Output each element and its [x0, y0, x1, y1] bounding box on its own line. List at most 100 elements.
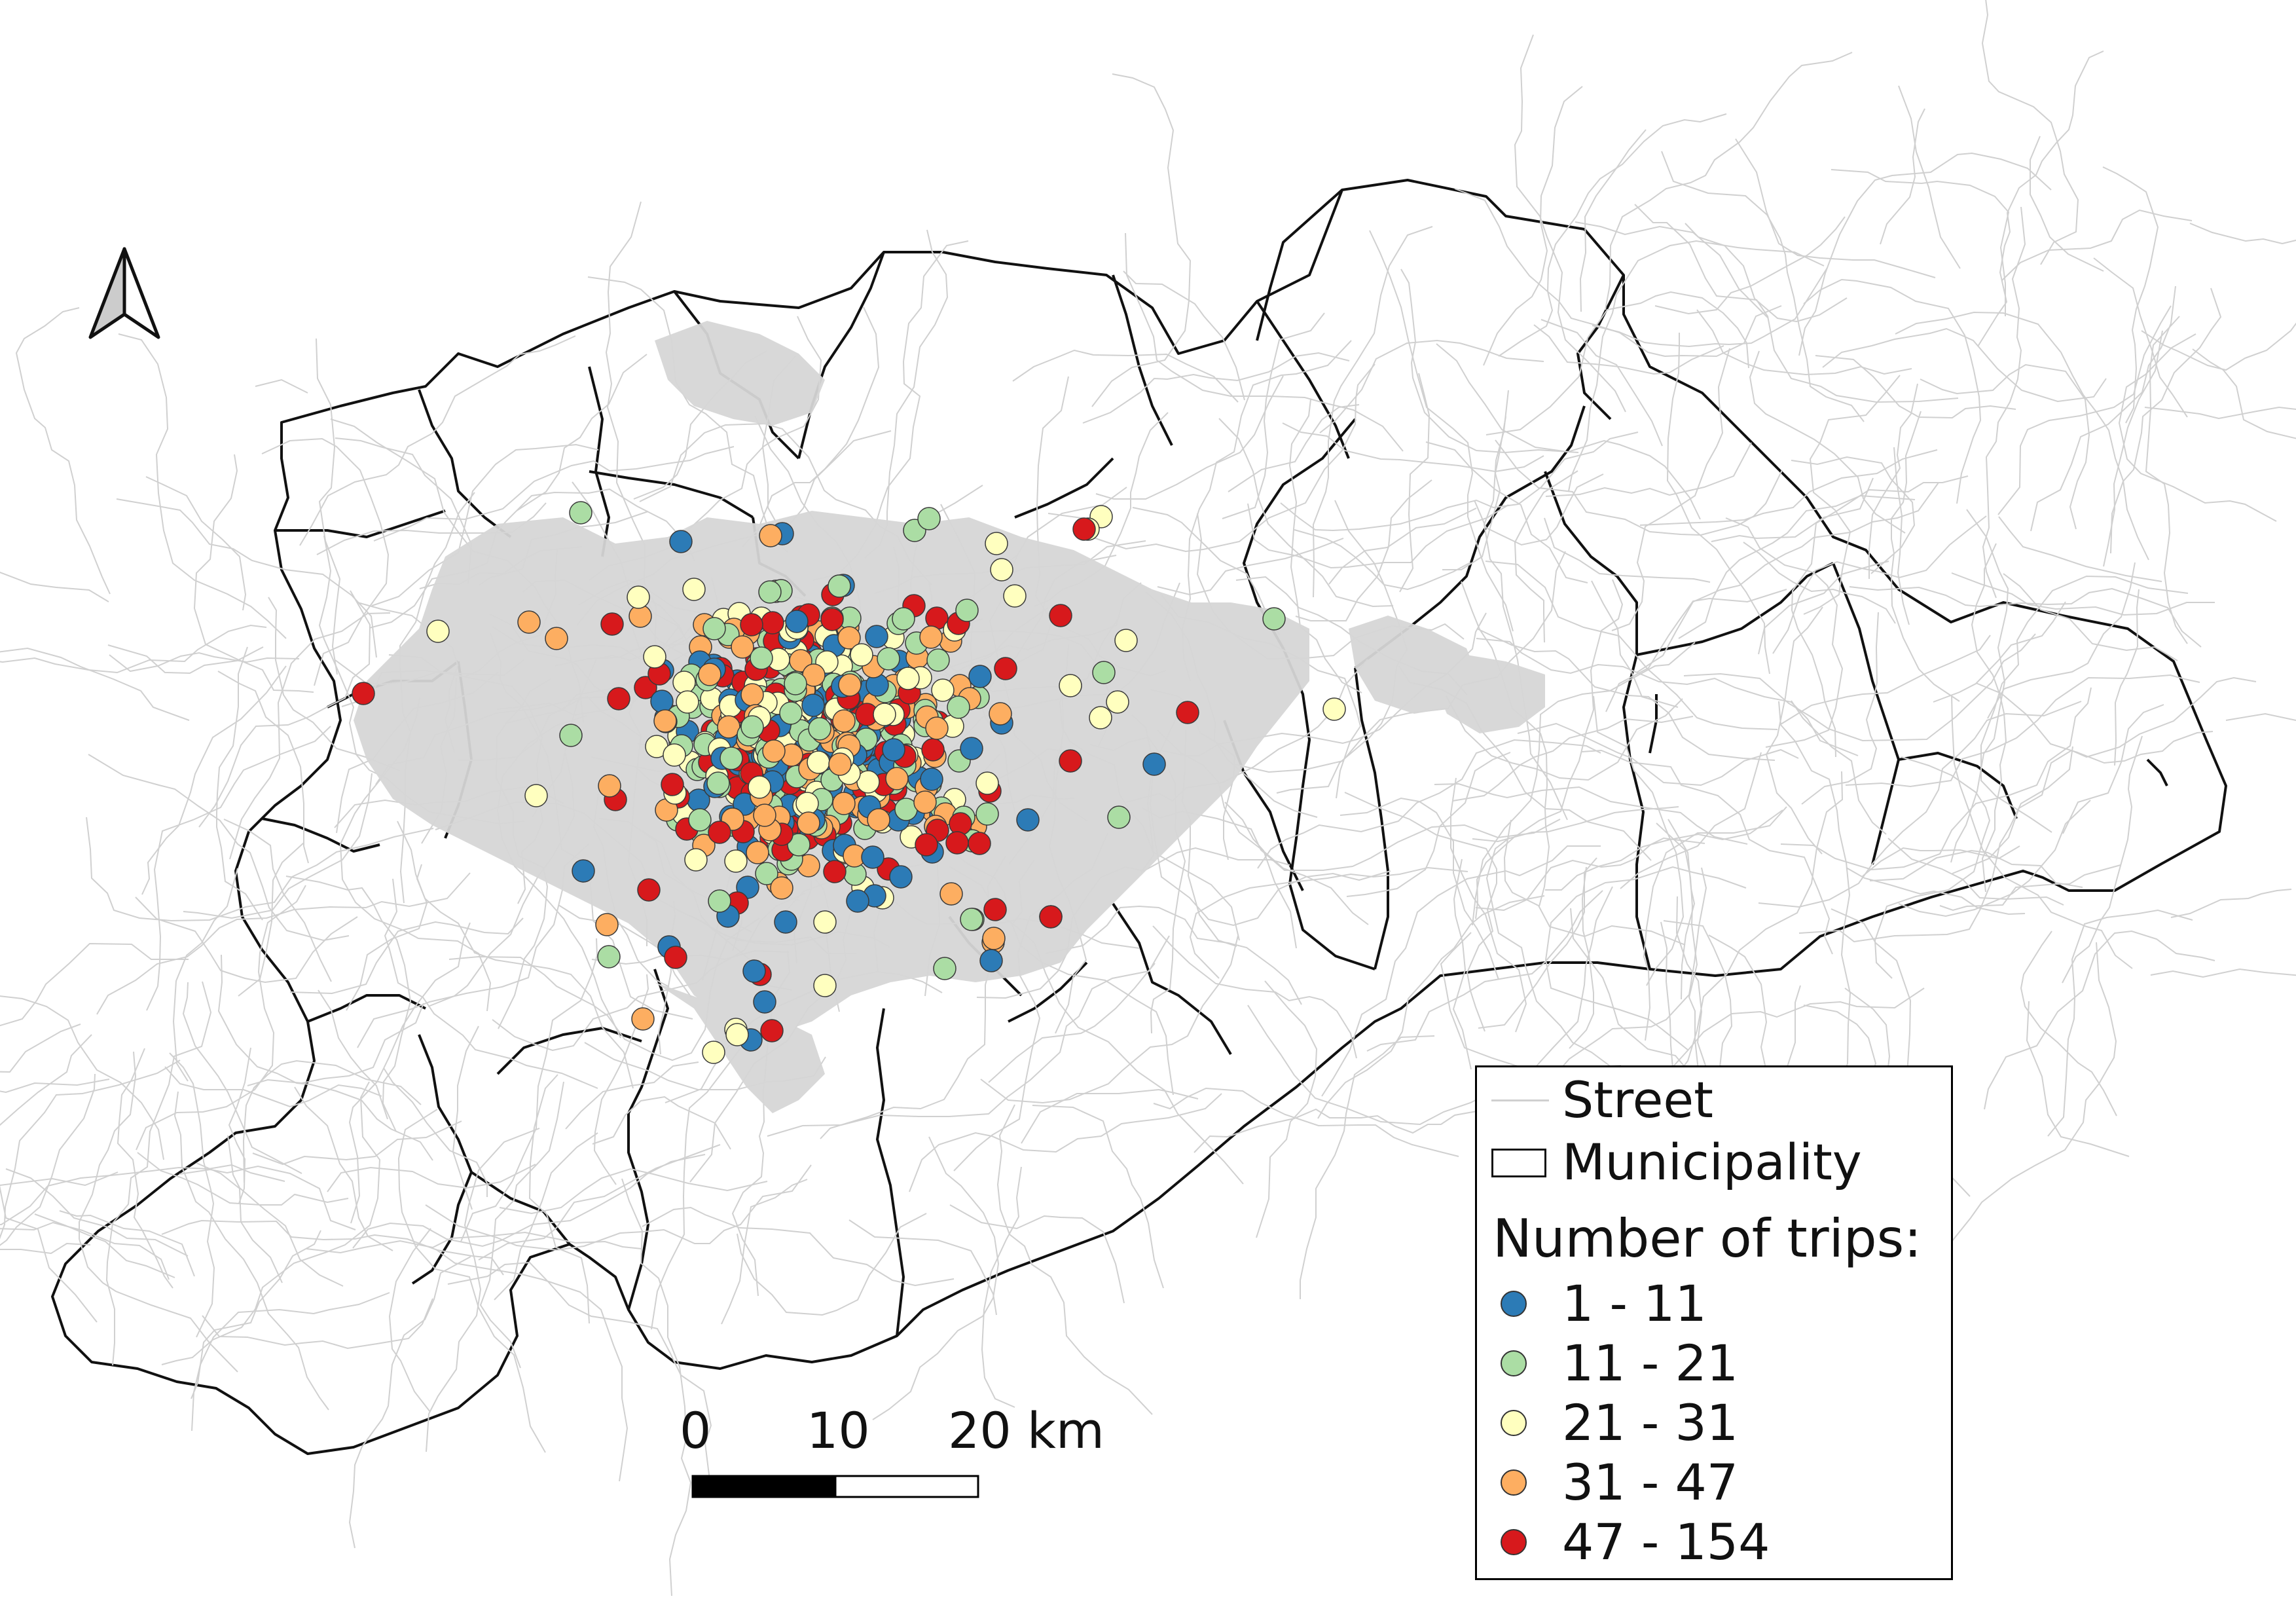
street-segment: [1461, 581, 1550, 907]
street-segment: [161, 1081, 381, 1365]
street-segment: [1575, 221, 1769, 319]
street-segment: [1012, 349, 1239, 403]
trip-point: [1142, 752, 1166, 776]
street-segment: [2026, 1001, 2130, 1157]
street-segment: [198, 590, 371, 828]
trip-point: [631, 1007, 655, 1031]
street-segment: [737, 1213, 927, 1316]
street-segment: [2150, 968, 2296, 978]
street-segment: [196, 1162, 283, 1283]
trip-point: [706, 771, 730, 795]
street-segment: [191, 1292, 390, 1431]
trip-point: [896, 667, 920, 690]
street-segment: [1685, 223, 1848, 323]
trip-point: [882, 738, 905, 762]
street-segment: [141, 665, 287, 895]
trip-point: [1016, 808, 1040, 832]
street-segment: [1517, 722, 1799, 786]
street-segment: [2225, 712, 2296, 721]
trip-point: [832, 709, 856, 733]
trip-point: [653, 709, 677, 733]
street-segment: [1611, 348, 1730, 631]
street-segment: [1400, 268, 1579, 454]
street-segment: [981, 1166, 1022, 1408]
street-segment: [0, 1073, 96, 1246]
trip-point: [889, 865, 913, 889]
trip-point: [708, 889, 731, 913]
street-segment: [1189, 866, 1468, 979]
street-segment: [1780, 635, 1991, 725]
street-segment: [59, 1210, 195, 1277]
street-segment: [316, 338, 341, 675]
trip-point: [975, 771, 999, 795]
trip-point: [968, 665, 992, 688]
street-segment: [0, 571, 109, 602]
street-segment: [1778, 701, 1851, 1109]
street-segment: [1620, 752, 1762, 889]
street-segment: [1798, 746, 2073, 943]
street-segment: [1446, 695, 1683, 781]
street-segment: [183, 773, 373, 919]
street-segment: [426, 1128, 540, 1452]
street-segment: [721, 1179, 808, 1325]
trip-points: [352, 501, 1346, 1064]
trip-point: [569, 501, 592, 525]
trip-point: [672, 671, 696, 694]
street-segment: [1503, 819, 1686, 946]
street-segment: [1300, 1035, 1435, 1299]
street-segment: [136, 885, 306, 1151]
street-segment: [261, 437, 390, 686]
street-segment: [289, 917, 524, 995]
street-segment: [0, 1172, 118, 1187]
street-segment: [2114, 589, 2140, 766]
trip-point: [787, 833, 811, 857]
street-segment: [1895, 311, 2149, 561]
street-segment: [1593, 695, 1685, 986]
street-segment: [1485, 837, 1615, 1070]
trip-point: [931, 678, 955, 702]
street-segment: [268, 597, 401, 771]
street-segment: [1815, 355, 2016, 419]
street-segment: [767, 935, 1170, 1137]
legend-class-5-label: 47 - 154: [1562, 1513, 1770, 1571]
trip-point: [1322, 697, 1346, 721]
street-segment: [1696, 309, 1912, 376]
legend-dot-class-4: [1501, 1469, 1527, 1496]
street-segment: [229, 612, 391, 860]
region-outline: [51, 179, 2227, 1455]
trip-point: [1092, 661, 1116, 684]
street-segment: [1319, 339, 1544, 434]
street-segment: [1434, 783, 1748, 845]
legend-class-4-label: 31 - 47: [1562, 1453, 1739, 1511]
street-segment: [1472, 642, 1696, 926]
street-segment: [285, 876, 412, 1132]
street-segment: [1247, 503, 1509, 569]
street-segment: [1545, 809, 1783, 891]
trip-point: [846, 889, 869, 913]
street-segment: [1920, 363, 2090, 530]
street-segment: [1898, 800, 2091, 917]
street-segment: [2001, 209, 2193, 281]
trip-point: [1049, 604, 1072, 627]
street-segment: [1021, 1088, 1199, 1144]
street-segment: [1295, 479, 1432, 621]
street-segment: [1987, 562, 2136, 719]
trip-point: [925, 716, 949, 740]
street-segment: [0, 1034, 92, 1126]
trip-point: [774, 910, 797, 934]
trip-point: [559, 724, 583, 747]
street-segment: [1780, 687, 2092, 871]
street-segment: [1735, 138, 1936, 278]
street-segment: [228, 1047, 251, 1204]
street-segment: [1971, 543, 2007, 893]
street-segment: [1675, 896, 1707, 1100]
street-segment: [164, 1066, 382, 1108]
street-segment: [1442, 416, 1506, 570]
street-segment: [949, 1204, 1125, 1304]
street-segment: [1544, 517, 1711, 583]
street-segment: [1765, 606, 1823, 855]
street-segment: [373, 446, 735, 542]
street-segment: [172, 868, 238, 1082]
street-segment: [1981, 0, 2079, 265]
